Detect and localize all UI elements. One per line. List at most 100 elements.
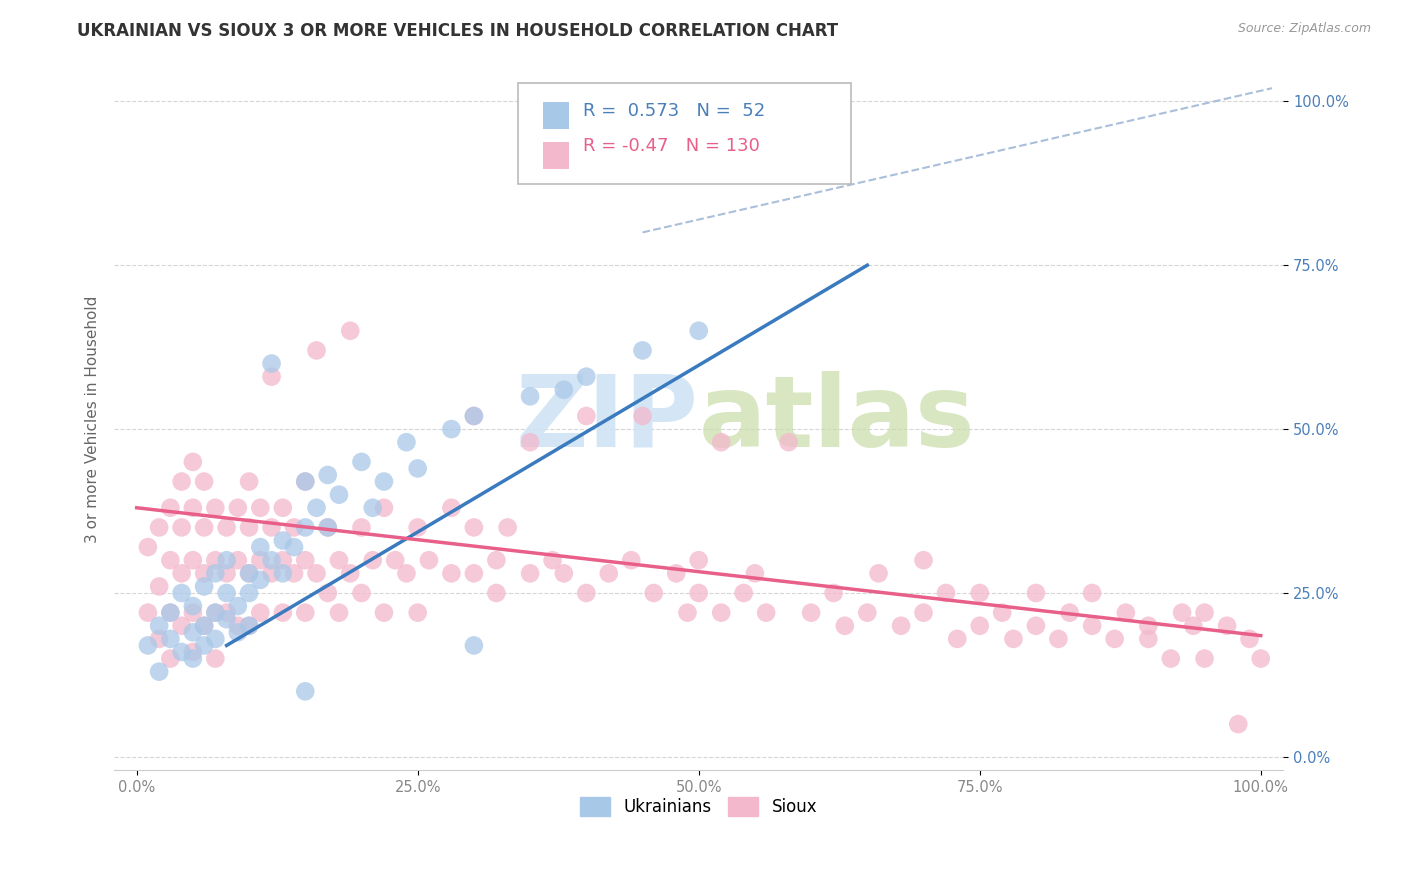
Legend: Ukrainians, Sioux: Ukrainians, Sioux — [572, 789, 825, 825]
Point — [136, 540, 159, 554]
Point — [294, 520, 316, 534]
Point — [193, 619, 215, 633]
Point — [316, 586, 339, 600]
Point — [294, 606, 316, 620]
Point — [710, 435, 733, 450]
Point — [328, 488, 350, 502]
Point — [463, 409, 485, 423]
Point — [283, 566, 305, 581]
Point — [1047, 632, 1070, 646]
Point — [766, 114, 789, 128]
Point — [136, 606, 159, 620]
Point — [148, 665, 170, 679]
Point — [1194, 651, 1216, 665]
Y-axis label: 3 or more Vehicles in Household: 3 or more Vehicles in Household — [86, 295, 100, 543]
Point — [1171, 606, 1194, 620]
Point — [238, 619, 260, 633]
Point — [406, 606, 429, 620]
Point — [148, 579, 170, 593]
Point — [373, 606, 395, 620]
Point — [912, 553, 935, 567]
Point — [643, 586, 665, 600]
Point — [249, 606, 271, 620]
Point — [384, 553, 406, 567]
Point — [575, 369, 598, 384]
Point — [260, 520, 283, 534]
Point — [395, 566, 418, 581]
Point — [294, 475, 316, 489]
Point — [181, 606, 204, 620]
Point — [1137, 619, 1160, 633]
Point — [834, 619, 856, 633]
Point — [553, 383, 575, 397]
Point — [1239, 632, 1261, 646]
Point — [249, 553, 271, 567]
Point — [260, 566, 283, 581]
Point — [193, 639, 215, 653]
Point — [463, 639, 485, 653]
Point — [238, 619, 260, 633]
Point — [204, 500, 226, 515]
Point — [204, 553, 226, 567]
Point — [249, 540, 271, 554]
Point — [305, 343, 328, 358]
Point — [215, 586, 238, 600]
Point — [271, 566, 294, 581]
Point — [316, 520, 339, 534]
Point — [373, 475, 395, 489]
Point — [406, 461, 429, 475]
Point — [226, 500, 249, 515]
Point — [316, 467, 339, 482]
Point — [440, 500, 463, 515]
Point — [215, 553, 238, 567]
Point — [204, 632, 226, 646]
Point — [170, 619, 193, 633]
Point — [485, 553, 508, 567]
Point — [485, 586, 508, 600]
Point — [215, 566, 238, 581]
Point — [856, 606, 879, 620]
Point — [575, 409, 598, 423]
Text: UKRAINIAN VS SIOUX 3 OR MORE VEHICLES IN HOUSEHOLD CORRELATION CHART: UKRAINIAN VS SIOUX 3 OR MORE VEHICLES IN… — [77, 22, 838, 40]
Point — [305, 500, 328, 515]
Point — [215, 606, 238, 620]
Point — [676, 606, 699, 620]
Point — [339, 324, 361, 338]
Point — [226, 625, 249, 640]
Point — [823, 586, 845, 600]
Point — [991, 606, 1014, 620]
Point — [215, 520, 238, 534]
Point — [418, 553, 440, 567]
Point — [1115, 606, 1137, 620]
Point — [260, 369, 283, 384]
Point — [238, 475, 260, 489]
FancyBboxPatch shape — [517, 83, 851, 185]
Point — [373, 500, 395, 515]
Point — [440, 422, 463, 436]
Point — [271, 500, 294, 515]
Point — [969, 619, 991, 633]
Point — [1025, 586, 1047, 600]
Point — [316, 520, 339, 534]
Point — [350, 520, 373, 534]
Point — [1216, 619, 1239, 633]
Point — [271, 533, 294, 548]
Point — [688, 324, 710, 338]
Point — [1002, 632, 1025, 646]
Point — [463, 409, 485, 423]
Point — [181, 651, 204, 665]
Point — [710, 606, 733, 620]
Point — [631, 343, 654, 358]
Point — [1194, 606, 1216, 620]
Point — [800, 606, 823, 620]
Point — [868, 566, 890, 581]
Point — [1081, 586, 1104, 600]
Point — [688, 586, 710, 600]
Point — [1250, 651, 1272, 665]
Point — [631, 409, 654, 423]
Point — [1137, 632, 1160, 646]
Point — [159, 553, 181, 567]
Point — [1104, 632, 1126, 646]
Point — [193, 520, 215, 534]
Point — [744, 566, 766, 581]
